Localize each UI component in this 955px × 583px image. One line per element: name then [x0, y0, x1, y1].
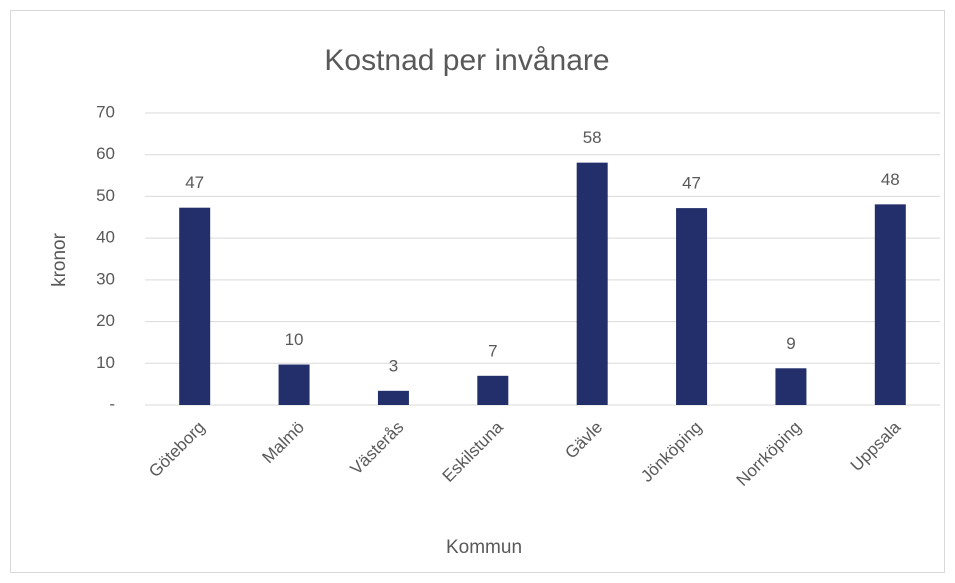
chart-frame	[10, 10, 945, 573]
y-tick-label: 50	[96, 186, 115, 205]
chart-title: Kostnad per invånare	[324, 44, 609, 77]
y-axis-label: kronor	[49, 232, 70, 287]
data-label: 58	[583, 128, 602, 147]
bar	[676, 208, 708, 405]
data-label: 9	[786, 334, 795, 353]
y-tick-label: 60	[96, 144, 115, 163]
y-tick-label: 40	[96, 228, 115, 247]
bar	[377, 390, 409, 405]
y-tick-label: 70	[96, 102, 115, 121]
bar	[278, 364, 310, 405]
y-tick-label: 30	[96, 269, 115, 288]
y-tick-label: -	[109, 394, 115, 413]
y-tick-label: 10	[96, 353, 115, 372]
bar	[477, 375, 509, 405]
bar	[576, 162, 608, 405]
bar	[874, 204, 906, 405]
data-label: 47	[185, 173, 204, 192]
bar	[179, 207, 211, 405]
data-label: 10	[285, 330, 304, 349]
data-label: 3	[389, 356, 398, 375]
data-label: 47	[682, 174, 701, 193]
bar	[775, 368, 807, 405]
data-label: 48	[881, 170, 900, 189]
x-axis-label: Kommun	[446, 537, 522, 558]
data-label: 7	[488, 341, 497, 360]
y-tick-label: 20	[96, 311, 115, 330]
